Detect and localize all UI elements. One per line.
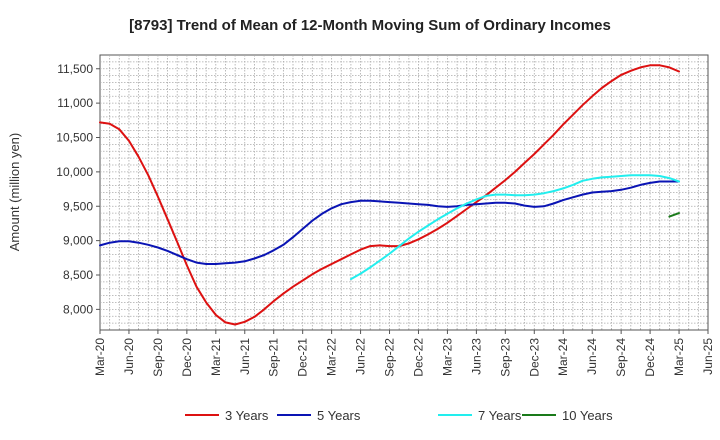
y-tick-label: 8,000	[63, 302, 93, 316]
x-tick-label: Sep-21	[267, 338, 281, 377]
x-tick-label: Jun-25	[701, 338, 715, 375]
y-tick-label: 10,000	[56, 165, 93, 179]
y-tick-label: 11,500	[57, 62, 93, 76]
x-tick-label: Mar-21	[209, 338, 223, 376]
x-tick-label: Jun-21	[238, 338, 252, 375]
series-line-10-years	[668, 212, 680, 218]
x-tick-label: Jun-22	[354, 338, 368, 375]
x-tick-label: Sep-20	[151, 338, 165, 377]
x-tick-label: Mar-24	[556, 338, 570, 376]
x-tick-label: Sep-23	[498, 338, 512, 377]
legend-item-5-years: 5 Years	[277, 408, 361, 423]
x-tick-label: Dec-24	[643, 338, 657, 377]
x-axis-ticks: Mar-20 Jun-20 Sep-20 Dec-20 Mar-21 Jun-21 Sep-…	[93, 330, 715, 377]
series-line-5-years	[99, 180, 680, 265]
legend: 3 Years 5 Years 7 Years 10 Years	[185, 408, 613, 423]
legend-label: 3 Years	[225, 408, 269, 423]
x-tick-label: Jun-20	[122, 338, 136, 375]
x-tick-label: Dec-21	[296, 338, 310, 377]
x-tick-label: Jun-24	[585, 338, 599, 375]
legend-item-3-years: 3 Years	[185, 408, 269, 423]
legend-item-7-years: 7 Years	[438, 408, 522, 423]
legend-label: 10 Years	[562, 408, 613, 423]
series-layer	[99, 64, 680, 326]
x-tick-label: Mar-22	[325, 338, 339, 376]
x-tick-label: Dec-20	[180, 338, 194, 377]
legend-item-10-years: 10 Years	[522, 408, 613, 423]
x-tick-label: Dec-23	[527, 338, 541, 377]
x-tick-label: Mar-25	[672, 338, 686, 376]
x-tick-label: Sep-24	[614, 338, 628, 377]
chart-title: [8793] Trend of Mean of 12-Month Moving …	[129, 17, 611, 34]
x-tick-label: Sep-22	[383, 338, 397, 377]
y-tick-label: 10,500	[56, 131, 93, 145]
series-line-7-years	[349, 174, 680, 281]
legend-label: 7 Years	[478, 408, 522, 423]
y-axis-label: Amount (million yen)	[7, 133, 22, 252]
y-axis-ticks: 8,000 8,500 9,000 9,500 10,000 10,500 11,000 11…	[56, 62, 100, 316]
x-tick-label: Dec-22	[411, 338, 425, 377]
x-tick-label: Mar-23	[440, 338, 454, 376]
legend-label: 5 Years	[317, 408, 361, 423]
grid	[100, 55, 708, 330]
x-tick-label: Mar-20	[93, 338, 107, 376]
y-tick-label: 11,000	[57, 96, 93, 110]
y-tick-label: 9,000	[63, 234, 93, 248]
x-tick-label: Jun-23	[469, 338, 483, 375]
series-line-3-years	[99, 64, 680, 326]
y-tick-label: 9,500	[63, 199, 93, 213]
y-tick-label: 8,500	[63, 268, 93, 282]
